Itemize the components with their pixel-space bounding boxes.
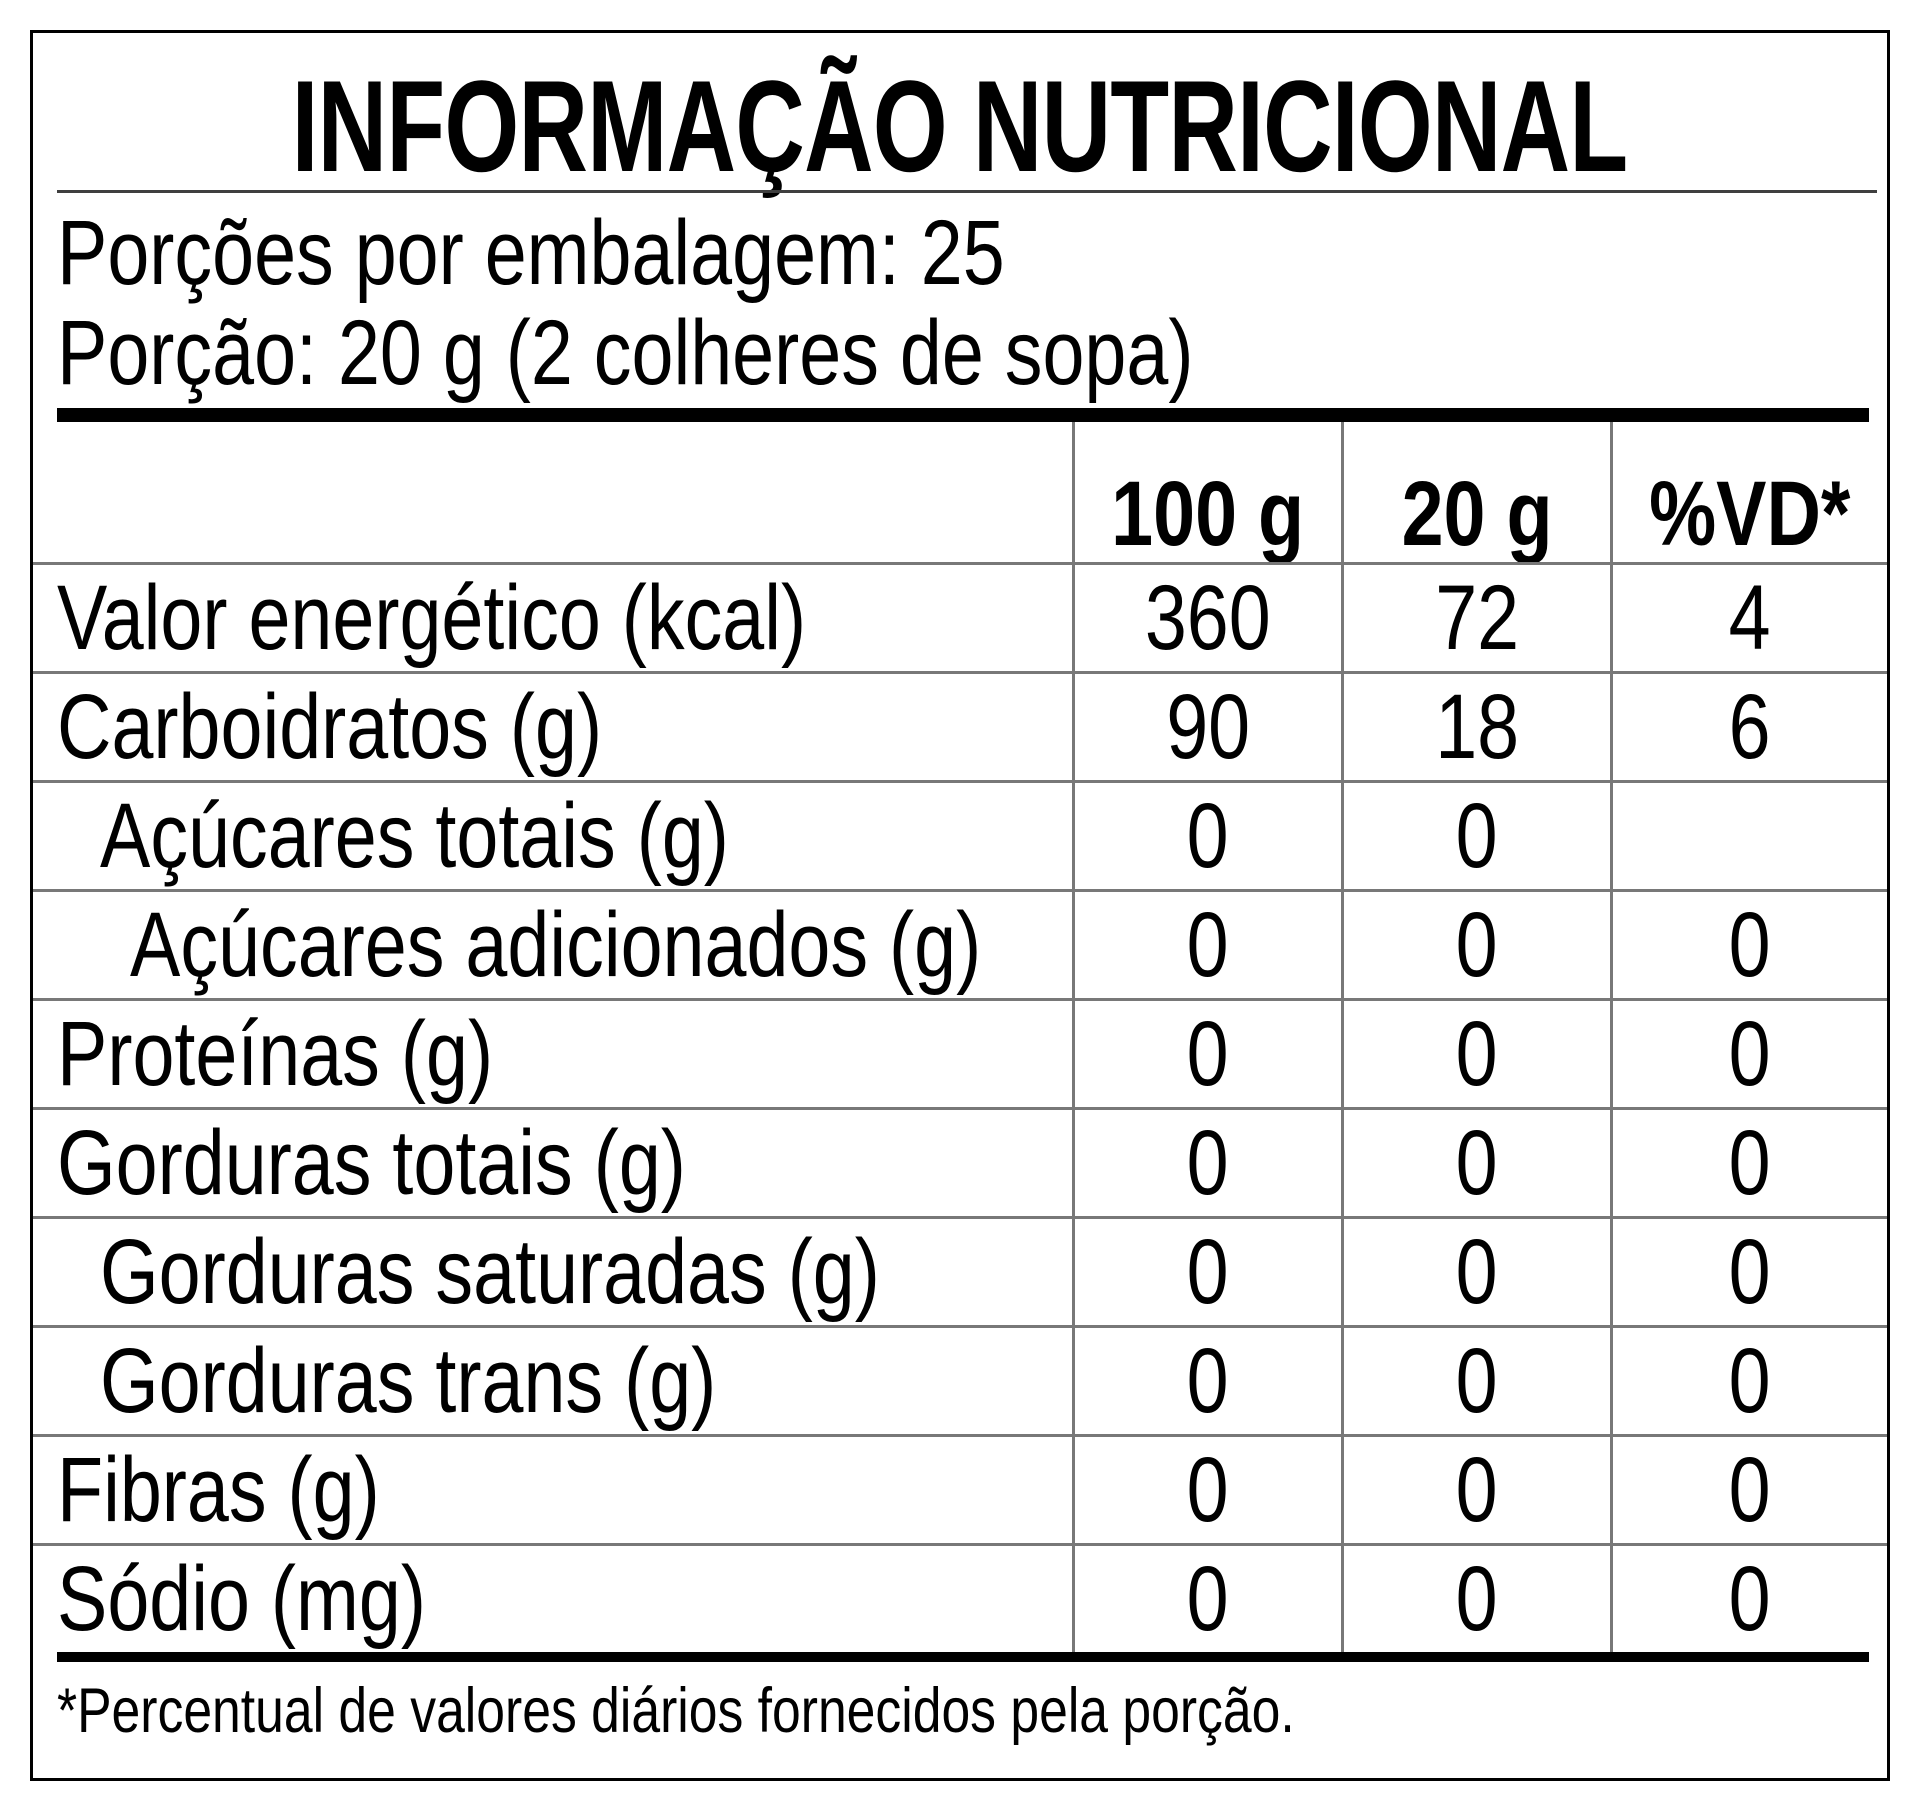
value-per-portion: 0 — [1341, 783, 1610, 889]
servings-per-package-line: Porções por embalagem: 25 — [57, 202, 1005, 304]
table-bottom-thick-bar — [57, 1652, 1869, 1662]
table-top-thick-bar — [57, 408, 1869, 422]
table-row-fiber: Fibras (g) 0 0 0 — [33, 1434, 1887, 1543]
value-percent-dv: 0 — [1610, 1328, 1887, 1434]
title-divider-line — [57, 190, 1877, 193]
table-row-total-fat: Gorduras totais (g) 0 0 0 — [33, 1107, 1887, 1216]
table-row-saturated-fat: Gorduras saturadas (g) 0 0 0 — [33, 1216, 1887, 1325]
row-label: Carboidratos (g) — [57, 675, 603, 778]
value-per-100g: 90 — [1072, 674, 1341, 780]
value-per-100g: 0 — [1072, 1437, 1341, 1543]
row-label: Proteínas (g) — [57, 1002, 494, 1105]
value-per-portion: 18 — [1341, 674, 1610, 780]
table-row-total-sugars: Açúcares totais (g) 0 0 — [33, 780, 1887, 889]
daily-value-footnote: *Percentual de valores diários fornecido… — [57, 1676, 1295, 1746]
row-label: Gorduras totais (g) — [57, 1111, 686, 1214]
label-title-text: INFORMAÇÃO NUTRICIONAL — [292, 53, 1628, 199]
value-per-portion: 0 — [1341, 1001, 1610, 1107]
table-row-added-sugars: Açúcares adicionados (g) 0 0 0 — [33, 889, 1887, 998]
value-percent-dv: 0 — [1610, 1219, 1887, 1325]
value-percent-dv: 0 — [1610, 1437, 1887, 1543]
value-per-portion: 0 — [1341, 892, 1610, 998]
table-row-energy: Valor energético (kcal) 360 72 4 — [33, 562, 1887, 671]
header-percent-dv: %VD* — [1610, 422, 1887, 562]
row-label: Sódio (mg) — [57, 1547, 426, 1650]
row-label: Gorduras trans (g) — [100, 1329, 717, 1432]
header-per-100g: 100 g — [1072, 422, 1341, 562]
row-label: Valor energético (kcal) — [57, 566, 807, 669]
portion-size-line: Porção: 20 g (2 colheres de sopa) — [57, 302, 1194, 404]
nutrition-facts-label: INFORMAÇÃO NUTRICIONAL Porções por embal… — [30, 30, 1890, 1781]
value-percent-dv: 0 — [1610, 1546, 1887, 1652]
value-percent-dv: 6 — [1610, 674, 1887, 780]
value-per-100g: 360 — [1072, 565, 1341, 671]
table-row-trans-fat: Gorduras trans (g) 0 0 0 — [33, 1325, 1887, 1434]
nutrition-table: 100 g 20 g %VD* Valor energético (kcal) … — [33, 422, 1887, 1652]
value-percent-dv — [1610, 783, 1887, 889]
value-per-portion: 0 — [1341, 1546, 1610, 1652]
value-per-100g: 0 — [1072, 1328, 1341, 1434]
value-per-100g: 0 — [1072, 1219, 1341, 1325]
value-per-100g: 0 — [1072, 1546, 1341, 1652]
value-per-portion: 0 — [1341, 1437, 1610, 1543]
header-nutrient-cell — [33, 422, 1072, 562]
serving-info: Porções por embalagem: 25 Porção: 20 g (… — [57, 203, 1867, 403]
value-per-100g: 0 — [1072, 783, 1341, 889]
header-per-portion: 20 g — [1341, 422, 1610, 562]
value-per-100g: 0 — [1072, 1001, 1341, 1107]
value-percent-dv: 0 — [1610, 1110, 1887, 1216]
row-label: Açúcares totais (g) — [100, 784, 729, 887]
value-percent-dv: 0 — [1610, 892, 1887, 998]
row-label: Gorduras saturadas (g) — [100, 1220, 880, 1323]
value-percent-dv: 4 — [1610, 565, 1887, 671]
value-per-portion: 0 — [1341, 1219, 1610, 1325]
label-title: INFORMAÇÃO NUTRICIONAL — [33, 59, 1887, 193]
row-label: Açúcares adicionados (g) — [130, 893, 982, 996]
table-row-carbohydrates: Carboidratos (g) 90 18 6 — [33, 671, 1887, 780]
row-label: Fibras (g) — [57, 1438, 380, 1541]
value-per-100g: 0 — [1072, 892, 1341, 998]
value-per-portion: 0 — [1341, 1110, 1610, 1216]
table-header-row: 100 g 20 g %VD* — [33, 422, 1887, 562]
table-row-sodium: Sódio (mg) 0 0 0 — [33, 1543, 1887, 1652]
value-per-portion: 72 — [1341, 565, 1610, 671]
table-row-protein: Proteínas (g) 0 0 0 — [33, 998, 1887, 1107]
value-per-100g: 0 — [1072, 1110, 1341, 1216]
value-per-portion: 0 — [1341, 1328, 1610, 1434]
value-percent-dv: 0 — [1610, 1001, 1887, 1107]
